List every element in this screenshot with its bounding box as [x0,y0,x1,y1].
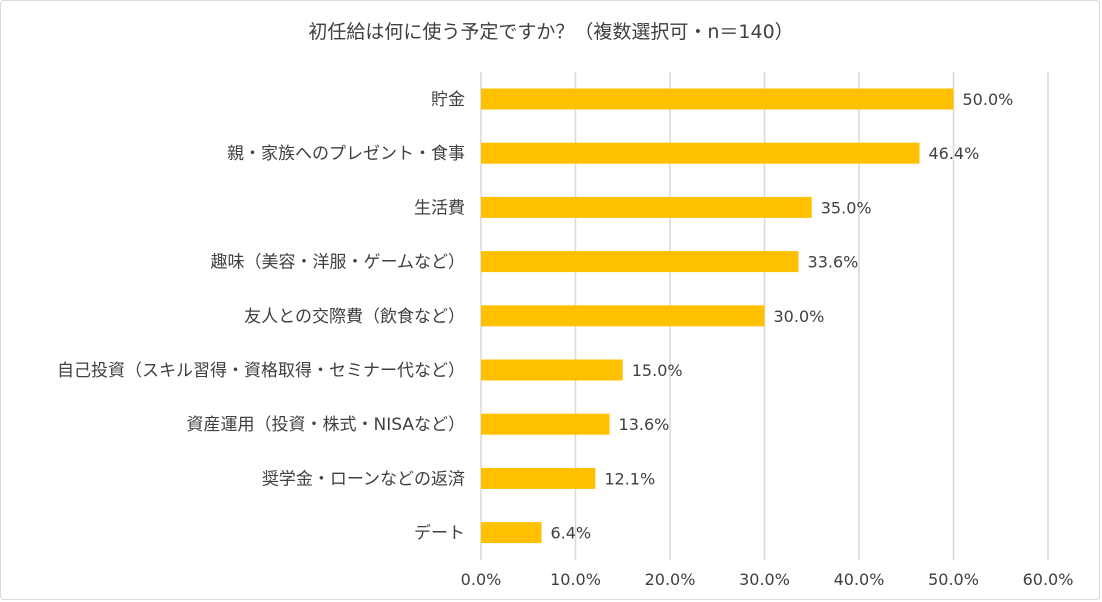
bar [481,142,920,164]
x-tick-label: 60.0% [1023,570,1074,589]
x-tick-label: 30.0% [739,570,790,589]
category-label: 親・家族へのプレゼント・食事 [227,144,465,164]
value-label: 35.0% [821,198,872,217]
value-label: 13.6% [619,415,670,434]
category-label: 趣味（美容・洋服・ゲームなど） [211,253,466,273]
value-labels: 50.0% 46.4% 35.0% 33.6% 30.0% 15.0% 13.6% 12.1%… [550,90,1013,543]
value-label: 6.4% [550,524,591,543]
bar [481,251,799,273]
category-label: 友人との交際費（飲食など） [244,307,465,327]
category-label: 貯金 [431,90,465,110]
value-label: 50.0% [963,90,1014,109]
bars [481,88,954,544]
x-tick-label: 10.0% [550,570,601,589]
value-label: 30.0% [774,307,825,326]
category-label: デート [414,523,465,544]
bar [481,467,596,489]
category-label: 資産運用（投資・株式・NISAなど） [187,415,465,435]
x-tick-label: 40.0% [834,570,885,589]
x-tick-label: 0.0% [461,570,502,589]
value-label: 15.0% [632,361,683,380]
chart-title: 初任給は何に使う予定ですか？（複数選択可・n＝140） [308,21,793,43]
value-label: 12.1% [604,469,655,488]
value-label: 46.4% [928,144,979,163]
bar [481,359,623,381]
bar [481,305,765,327]
bar [481,522,542,544]
x-tick-label: 50.0% [928,570,979,589]
x-tick-label: 20.0% [645,570,696,589]
bar [481,196,812,218]
category-label: 自己投資（スキル習得・資格取得・セミナー代など） [57,361,465,381]
x-tick-labels: 0.0% 10.0% 20.0% 30.0% 40.0% 50.0% 60.0% [461,570,1074,589]
value-label: 33.6% [808,253,859,272]
bar [481,413,610,435]
bar [481,88,954,110]
category-label: 生活費 [414,198,465,218]
category-label: 奨学金・ローンなどの返済 [262,469,465,489]
